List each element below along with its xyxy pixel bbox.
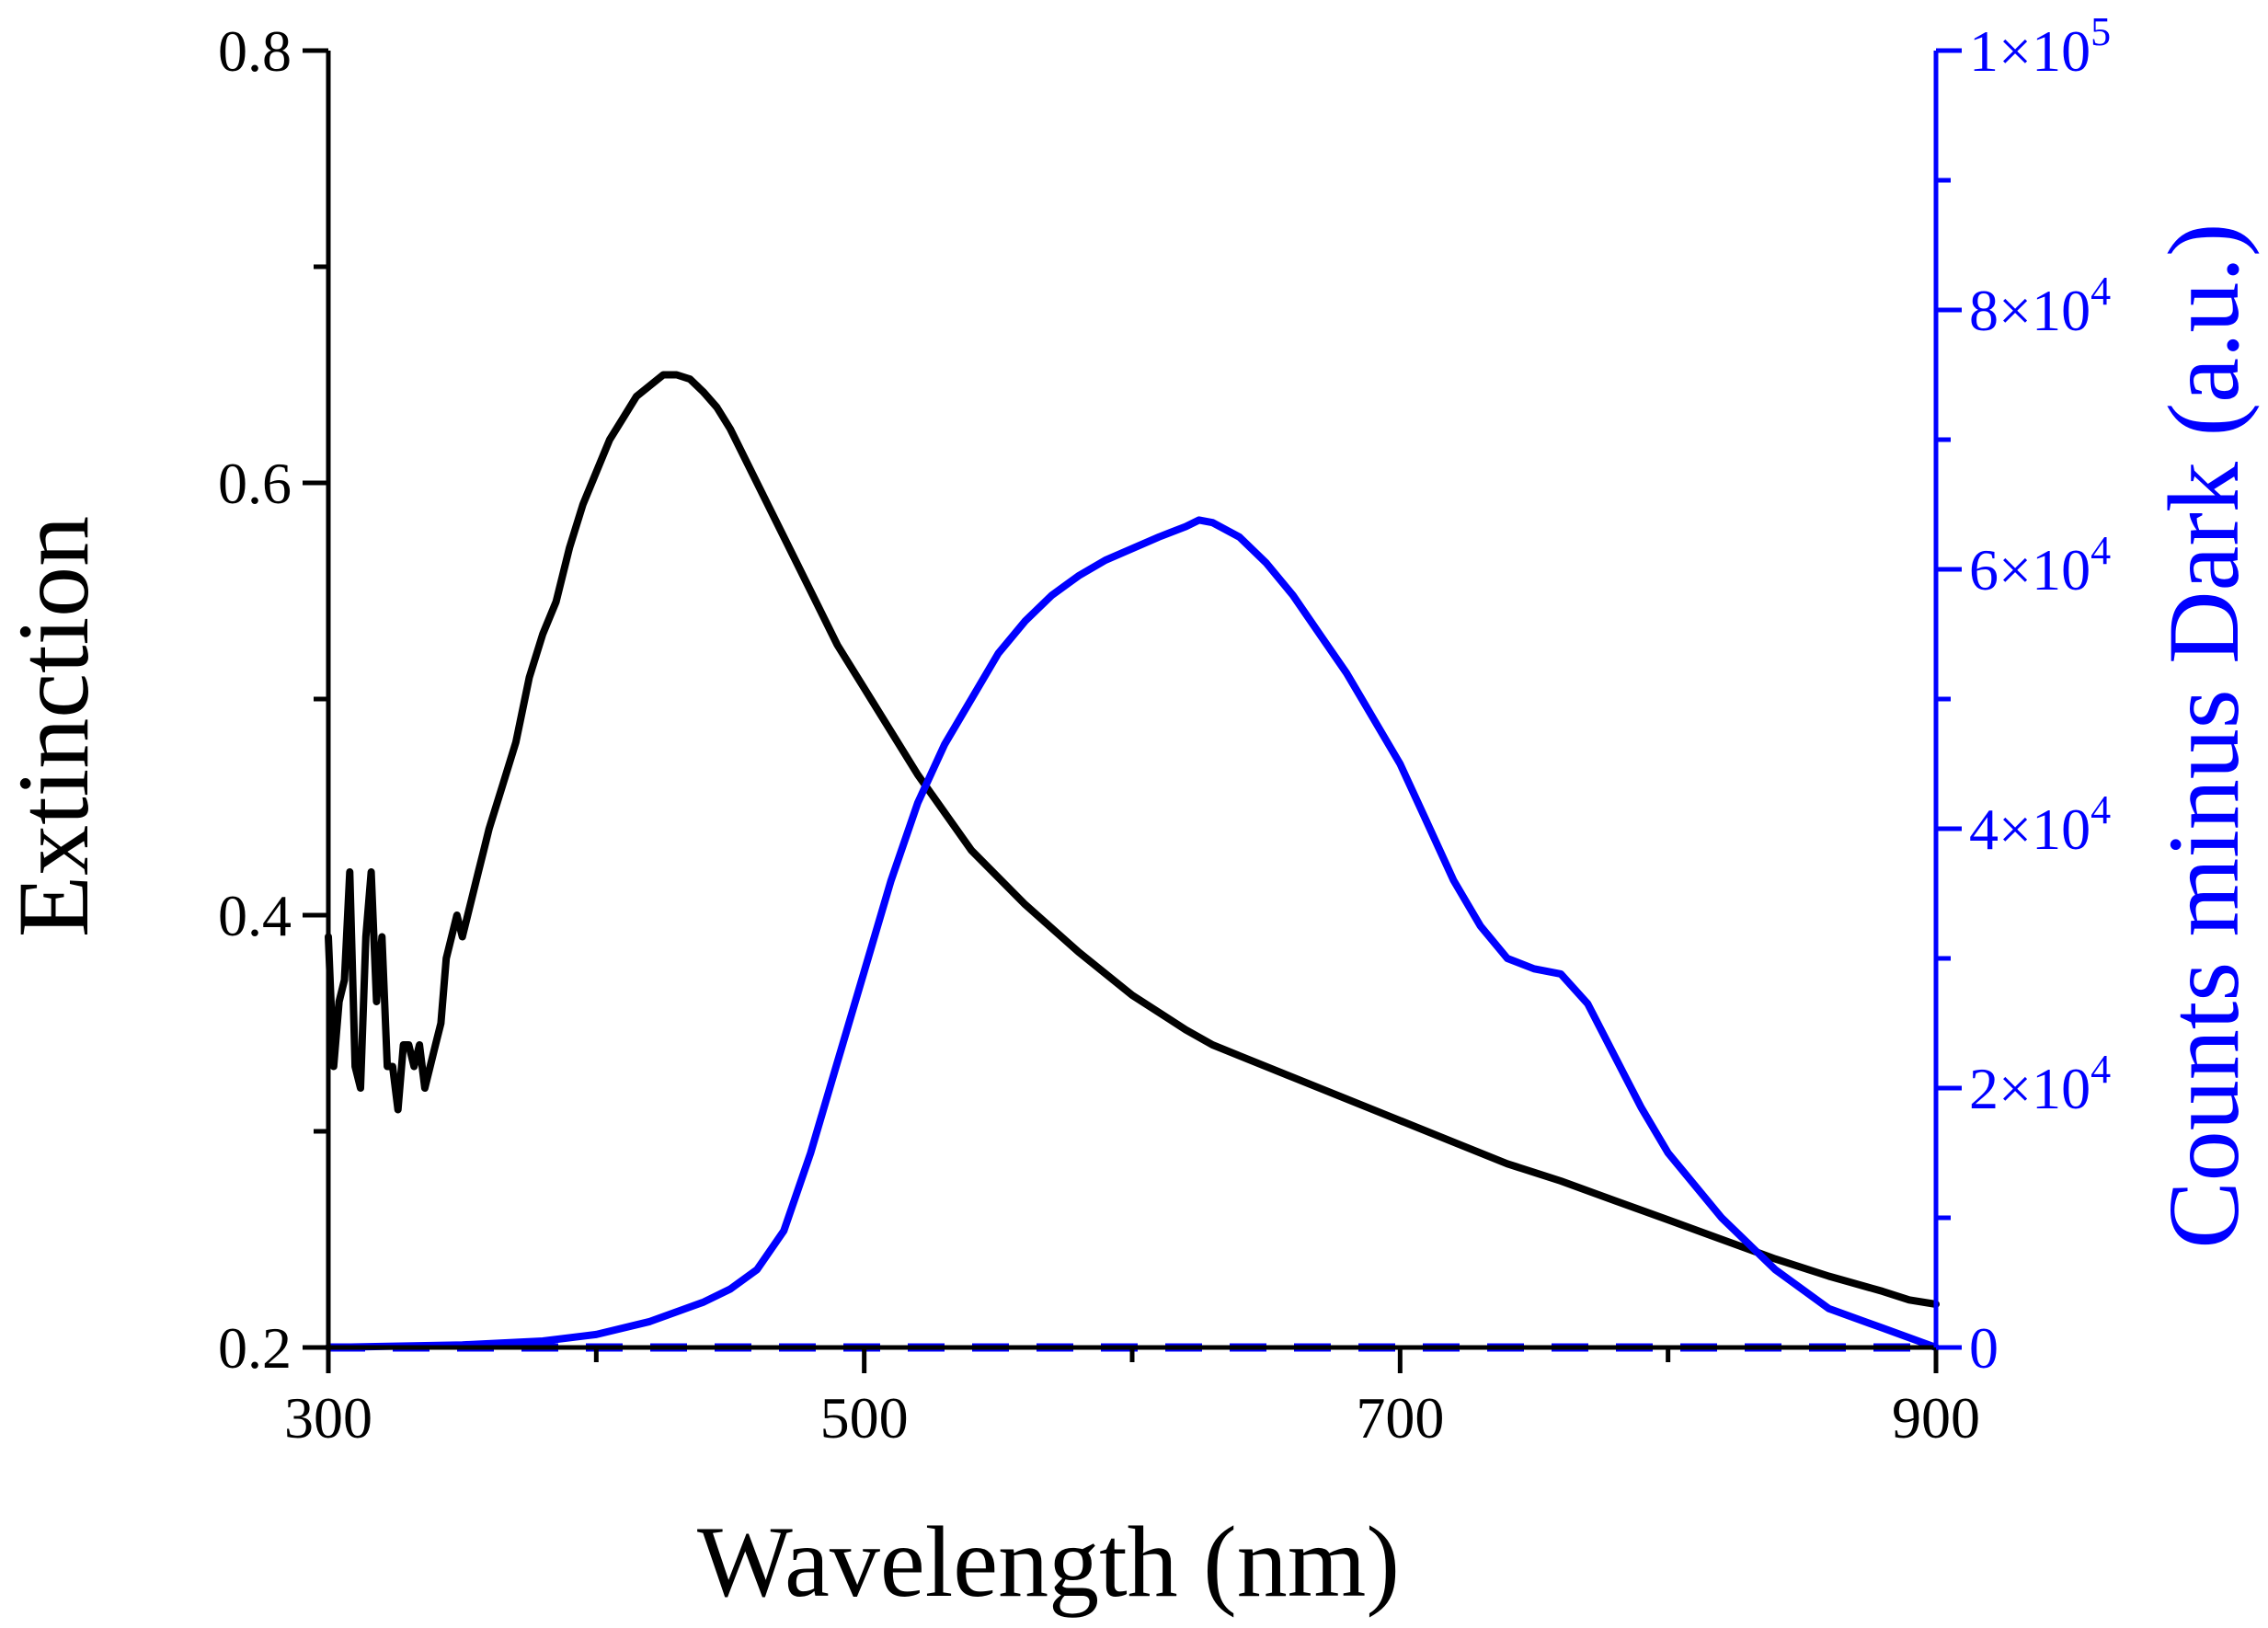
right-y-tick-label: 4×104 bbox=[1969, 787, 2111, 862]
right-y-axis-title: Counts minus Dark (a.u.) bbox=[2148, 223, 2260, 1248]
right-y-tick-label: 6×104 bbox=[1969, 528, 2111, 602]
series-line-0 bbox=[325, 371, 1940, 1308]
x-tick-label: 700 bbox=[1356, 1385, 1444, 1450]
series-layer bbox=[325, 371, 1940, 1352]
right-y-tick-label: 1×105 bbox=[1969, 9, 2111, 84]
x-axis-title: Wavelength (nm) bbox=[697, 1506, 1400, 1618]
left-y-tick-label: 0.2 bbox=[218, 1315, 292, 1381]
left-y-tick-label: 0.4 bbox=[218, 883, 292, 948]
right-y-tick-label: 0 bbox=[1969, 1315, 1999, 1381]
x-tick-label: 900 bbox=[1892, 1385, 1980, 1450]
left-y-tick-label: 0.6 bbox=[218, 451, 292, 516]
right-y-tick-label: 2×104 bbox=[1969, 1047, 2111, 1121]
axes-layer: 300 500 700 900 0.2 0.4 0.6 0.8 0 2×104 4×104 6×104… bbox=[218, 9, 2111, 1450]
left-y-tick-label: 0.8 bbox=[218, 18, 292, 84]
left-y-axis-title: Extinction bbox=[0, 516, 109, 937]
right-y-tick-label: 8×104 bbox=[1969, 269, 2111, 343]
x-tick-label: 500 bbox=[820, 1385, 909, 1450]
x-tick-label: 300 bbox=[284, 1385, 372, 1450]
series-line-1 bbox=[325, 516, 1940, 1351]
